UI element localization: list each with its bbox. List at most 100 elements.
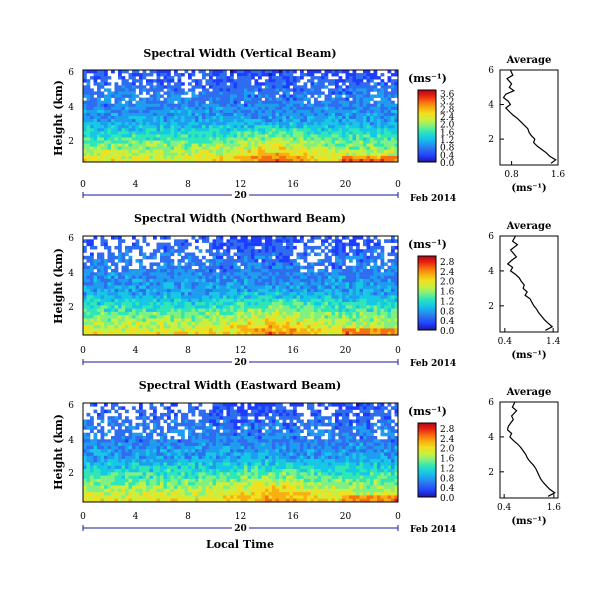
heatmap-cell	[387, 252, 392, 257]
heatmap-cell	[286, 88, 290, 92]
heatmap-cell	[352, 125, 357, 129]
heatmap-cell	[391, 112, 395, 117]
heatmap-cell	[198, 137, 203, 141]
heatmap-cell	[384, 278, 388, 283]
heatmap-cell	[352, 321, 357, 326]
heatmap-cell	[265, 73, 269, 77]
heatmap-cell	[338, 149, 343, 154]
heatmap-cell	[345, 112, 350, 117]
heatmap-cell	[233, 88, 238, 92]
heatmap-cell	[254, 255, 259, 260]
heatmap-cell	[366, 137, 371, 141]
heatmap-cell	[384, 302, 388, 306]
heatmap-cell	[212, 305, 217, 309]
heatmap-cell	[310, 103, 315, 108]
heatmap-cell	[314, 103, 318, 108]
heatmap-cell	[258, 265, 262, 270]
heatmap-cell	[160, 318, 164, 323]
heatmap-cell	[286, 239, 290, 243]
heatmap-cell	[387, 278, 392, 283]
heatmap-cell	[107, 285, 112, 290]
heatmap-cell	[359, 94, 364, 98]
heatmap-cell	[342, 242, 346, 247]
heatmap-cell	[118, 249, 122, 253]
heatmap-cell	[107, 140, 112, 144]
heatmap-cell	[97, 140, 101, 144]
heatmap-cell	[352, 152, 357, 157]
heatmap-cell	[328, 131, 332, 135]
heatmap-cell	[195, 298, 199, 303]
heatmap-cell	[384, 331, 388, 336]
heatmap-cell	[107, 116, 112, 120]
heatmap-cell	[331, 131, 336, 135]
heatmap-cell	[300, 119, 304, 123]
heatmap-cell	[331, 298, 336, 303]
heatmap-cell	[170, 272, 175, 276]
heatmap-cell	[324, 275, 329, 280]
heatmap-cell	[188, 272, 192, 276]
heatmap-cell	[310, 134, 315, 138]
heatmap-cell	[377, 325, 381, 329]
heatmap-cell	[142, 158, 147, 163]
heatmap-cell	[240, 116, 245, 120]
heatmap-cell	[139, 311, 143, 316]
heatmap-cell	[100, 149, 105, 154]
heatmap-cell	[170, 315, 175, 319]
heatmap-cell	[202, 295, 206, 299]
heatmap-cell	[300, 100, 304, 105]
heatmap-cell	[139, 73, 143, 77]
heatmap-cell	[272, 143, 276, 147]
heatmap-cell	[142, 285, 147, 290]
heatmap-cell	[317, 76, 322, 80]
heatmap-cell	[135, 109, 140, 114]
heatmap-cell	[258, 331, 262, 336]
heatmap-cell	[160, 140, 164, 144]
heatmap-cell	[300, 125, 304, 129]
heatmap-cell	[391, 106, 395, 111]
heatmap-cell	[209, 131, 213, 135]
heatmap-cell	[356, 262, 360, 266]
heatmap-cell	[324, 143, 329, 147]
heatmap-cell	[181, 122, 185, 126]
heatmap-cell	[342, 255, 346, 260]
heatmap-cell	[160, 305, 164, 309]
heatmap-cell	[240, 143, 245, 147]
heatmap-cell	[394, 265, 399, 270]
heatmap-cell	[209, 242, 213, 247]
heatmap-cell	[370, 85, 374, 89]
heatmap-cell	[268, 259, 273, 263]
heatmap-cell	[125, 146, 129, 151]
heatmap-cell	[160, 119, 164, 123]
heatmap-cell	[363, 252, 367, 257]
heatmap-cell	[128, 278, 133, 283]
heatmap-cell	[321, 262, 325, 266]
heatmap-cell	[97, 70, 101, 74]
heatmap	[83, 236, 399, 336]
heatmap-cell	[254, 146, 259, 151]
heatmap-cell	[132, 128, 136, 132]
heatmap-cell	[209, 331, 213, 336]
heatmap-cell	[338, 285, 343, 290]
heatmap-cell	[244, 140, 248, 144]
heatmap-cell	[384, 146, 388, 151]
heatmap-cell	[125, 122, 129, 126]
heatmap-cell	[107, 125, 112, 129]
heatmap-cell	[321, 272, 325, 276]
heatmap-cell	[86, 131, 91, 135]
heatmap-cell	[265, 88, 269, 92]
heatmap-cell	[356, 134, 360, 138]
heatmap-cell	[163, 100, 168, 105]
heatmap-cell	[244, 252, 248, 257]
heatmap-cell	[128, 285, 133, 290]
heatmap-cell	[223, 265, 227, 270]
heatmap-cell	[254, 85, 259, 89]
heatmap-cell	[184, 278, 189, 283]
heatmap-cell	[331, 91, 336, 95]
heatmap-cell	[377, 128, 381, 132]
heatmap-cell	[223, 109, 227, 114]
heatmap-cell	[359, 97, 364, 101]
heatmap-cell	[254, 94, 259, 98]
heatmap-cell	[352, 70, 357, 74]
heatmap-cell	[282, 236, 287, 240]
heatmap-cell	[125, 318, 129, 323]
